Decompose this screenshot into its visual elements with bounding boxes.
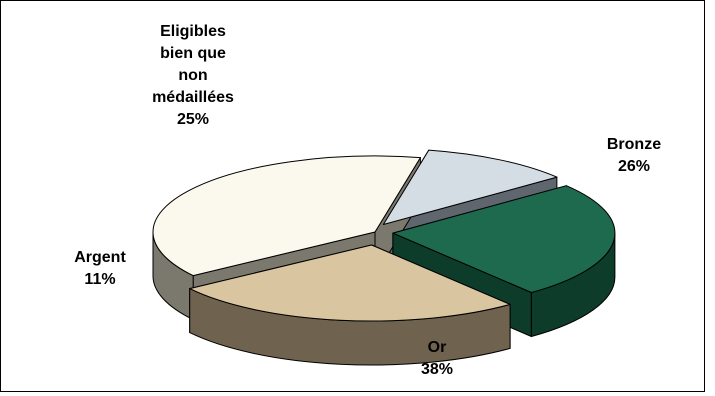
slice-label-0: Or 38% [421, 339, 453, 378]
slice-percent-label: 26% [618, 158, 650, 175]
slice-label-3: Bronze 26% [607, 136, 661, 175]
slice-percent-label: 11% [84, 271, 115, 288]
slice-name-label: Or [428, 339, 447, 356]
pie-slice-top-2[interactable] [392, 185, 616, 293]
slice-percent-label: 38% [421, 361, 453, 378]
slice-label-2: Eligibles bien que non médaillées 25% [152, 23, 234, 128]
slice-label-1: Argent 11% [74, 249, 126, 288]
slice-name-label: Bronze [607, 136, 661, 153]
pie-slice-top-0[interactable] [152, 155, 421, 277]
chart-frame [0, 0, 705, 392]
slice-percent-label: 25% [177, 111, 209, 128]
pie-slice-top-1[interactable] [382, 149, 558, 226]
slice-name-label: non [178, 67, 207, 84]
slice-name-label: médaillées [152, 89, 234, 106]
slice-name-label: Argent [74, 249, 126, 266]
slice-name-label: bien que [160, 45, 226, 62]
slice-name-label: Eligibles [160, 23, 226, 40]
pie-slice-top-3[interactable] [189, 244, 511, 322]
